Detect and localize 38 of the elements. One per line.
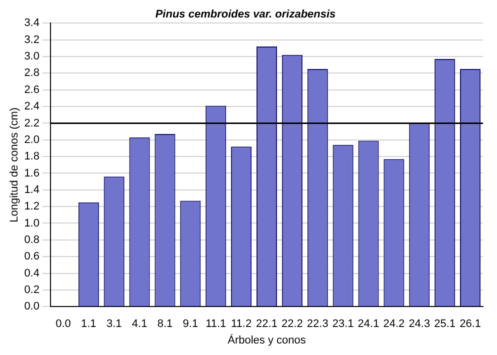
- y-tick-label: 2.2: [24, 117, 40, 130]
- x-tick-label: 24.1: [358, 318, 380, 330]
- x-tick-label: 26.1: [460, 318, 481, 330]
- y-tick-label: 0.4: [24, 267, 40, 280]
- chart-title: Pinus cembroides var. orizabensis: [155, 8, 336, 21]
- x-tick-label: 24.2: [383, 318, 405, 330]
- x-tick-label: 11.1: [206, 318, 226, 330]
- y-tick-label: 3.0: [24, 50, 40, 63]
- y-axis-title: Longitud de conos (cm): [8, 107, 21, 222]
- y-tick-label: 1.4: [24, 184, 40, 196]
- x-tick-label: 11.2: [231, 318, 252, 330]
- x-tick-label: 22.2: [281, 318, 303, 330]
- y-tick-label: 2.0: [24, 134, 40, 146]
- x-tick-label: 0.0: [56, 318, 71, 330]
- y-tick-label: 1.6: [24, 167, 40, 180]
- x-tick-label: 23.1: [332, 318, 354, 330]
- x-tick-label: 1.1: [81, 318, 96, 330]
- x-tick-label: 8.1: [157, 318, 173, 330]
- y-tick-label: 2.8: [24, 67, 40, 80]
- y-tick-label: 0.8: [24, 234, 40, 246]
- y-tick-label: 1.2: [24, 200, 40, 213]
- x-tick-label: 3.1: [106, 318, 122, 330]
- x-tick-label: 25.1: [434, 318, 456, 330]
- x-axis-title: Árboles y conos: [228, 333, 306, 346]
- y-tick-label: 2.6: [24, 84, 40, 96]
- x-tick-label: 24.3: [408, 318, 430, 330]
- x-tick-label: 22.3: [306, 318, 328, 330]
- y-tick-label: 3.4: [24, 17, 40, 30]
- x-tick-label: 9.1: [182, 318, 198, 330]
- y-tick-label: 1.0: [24, 217, 40, 230]
- y-tick-label: 0.6: [24, 250, 40, 263]
- x-tick-label: 4.1: [132, 318, 148, 330]
- y-tick-label: 3.2: [24, 34, 40, 46]
- x-tick-label: 22.1: [256, 318, 278, 330]
- y-tick-label: 1.8: [24, 150, 40, 163]
- y-tick-label: 2.4: [24, 100, 40, 113]
- y-tick-label: 0.2: [24, 284, 40, 296]
- y-tick-label: 0.0: [24, 300, 40, 313]
